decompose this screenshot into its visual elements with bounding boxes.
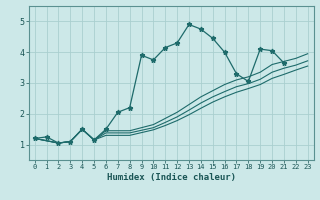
X-axis label: Humidex (Indice chaleur): Humidex (Indice chaleur): [107, 173, 236, 182]
